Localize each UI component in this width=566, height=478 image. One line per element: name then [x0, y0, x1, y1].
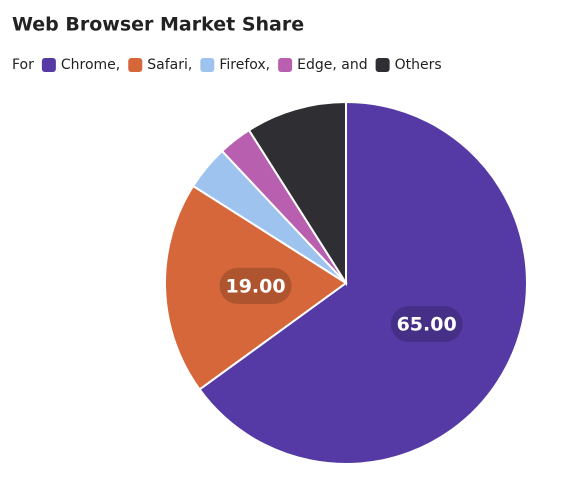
- legend-swatch: [41, 58, 56, 72]
- pie-slice: [198, 100, 528, 465]
- legend-title: For: [12, 57, 34, 73]
- pie-slice: [164, 184, 348, 391]
- pie-slice: [247, 100, 347, 287]
- legend-label: Safari,: [147, 57, 192, 73]
- legend-swatch: [278, 58, 293, 72]
- legend-label: Chrome,: [61, 57, 120, 73]
- label-background: [219, 267, 292, 304]
- legend-label: Firefox,: [219, 57, 270, 73]
- legend-swatch: [128, 58, 143, 72]
- legend-swatch: [375, 58, 390, 72]
- legend-label: Others: [395, 57, 442, 73]
- data-label: 65.00: [397, 314, 457, 336]
- chart-title: Web Browser Market Share: [12, 14, 304, 36]
- legend-swatch: [200, 58, 215, 72]
- data-label: 19.00: [225, 275, 285, 297]
- legend-label: Edge, and: [297, 57, 367, 73]
- label-background: [390, 306, 463, 343]
